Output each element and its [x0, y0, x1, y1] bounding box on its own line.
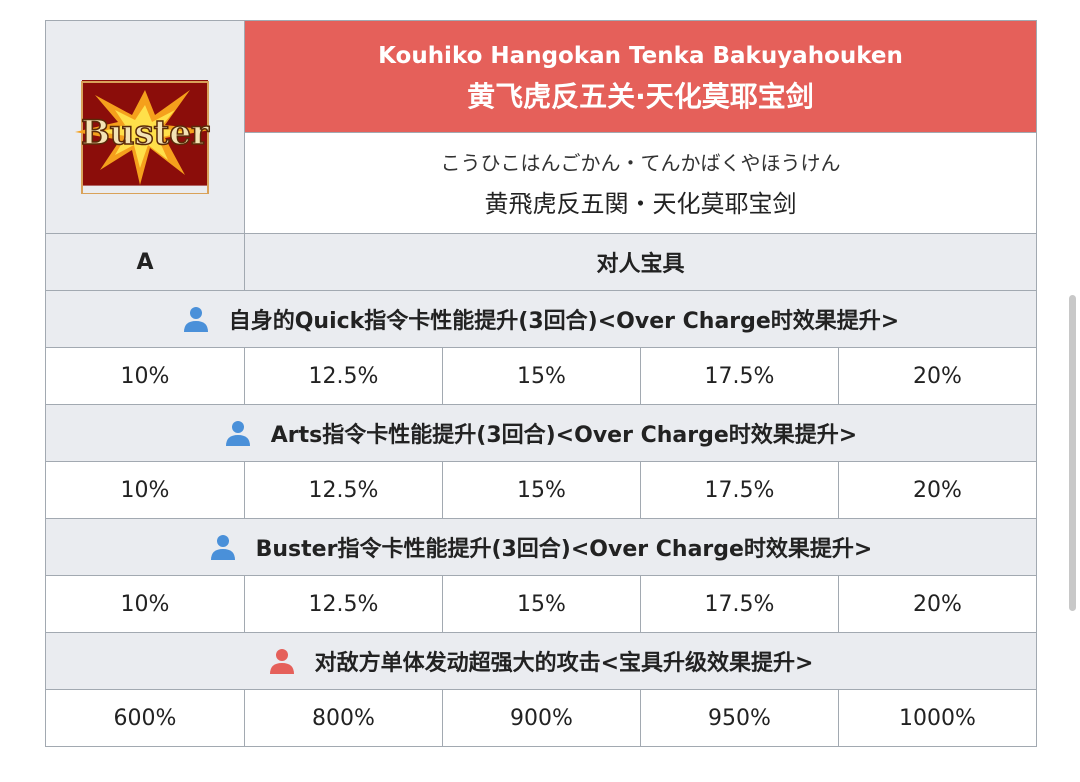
np-type: 对人宝具: [244, 233, 1037, 291]
effect-row: 自身的Quick指令卡性能提升(3回合)<Over Charge时效果提升>: [45, 290, 1037, 348]
effect-value: 17.5%: [640, 461, 839, 519]
effect-value: 800%: [244, 689, 443, 747]
np-kana: こうひこはんごかん・てんかばくやほうけん: [440, 151, 841, 175]
effect-value: 600%: [45, 689, 245, 747]
effect-value: 15%: [442, 347, 641, 405]
svg-text:Buster: Buster: [81, 113, 210, 153]
title-cell: Kouhiko Hangokan Tenka Bakuyahouken 黄飞虎反…: [244, 20, 1037, 133]
effect-value: 17.5%: [640, 575, 839, 633]
self-target-icon: [225, 420, 251, 446]
effect-values-row: 10% 12.5% 15% 17.5% 20%: [45, 575, 1037, 633]
np-chinese-name: 黄飞虎反五关·天化莫耶宝剑: [467, 79, 814, 113]
np-romaji: Kouhiko Hangokan Tenka Bakuyahouken: [378, 42, 903, 69]
effect-value: 950%: [640, 689, 839, 747]
effect-row: Arts指令卡性能提升(3回合)<Over Charge时效果提升>: [45, 404, 1037, 462]
effect-row: Buster指令卡性能提升(3回合)<Over Charge时效果提升>: [45, 518, 1037, 576]
noble-phantasm-table: Buster Kouhiko Hangokan Tenka Bakuyahouk…: [45, 20, 1037, 747]
effect-value: 10%: [45, 461, 245, 519]
effect-value: 20%: [838, 461, 1037, 519]
effect-row: 对敌方单体发动超强大的攻击<宝具升级效果提升>: [45, 632, 1037, 690]
effect-value: 20%: [838, 347, 1037, 405]
effect-label-cell: Arts指令卡性能提升(3回合)<Over Charge时效果提升>: [45, 404, 1037, 462]
effect-label: 自身的Quick指令卡性能提升(3回合)<Over Charge时效果提升>: [228, 309, 900, 334]
effect-values-row: 600% 800% 900% 950% 1000%: [45, 689, 1037, 747]
effect-values-row: 10% 12.5% 15% 17.5% 20%: [45, 347, 1037, 405]
np-japanese-name: 黄飛虎反五関・天化莫耶宝剑: [484, 190, 797, 218]
effect-label: Arts指令卡性能提升(3回合)<Over Charge时效果提升>: [270, 423, 858, 448]
self-target-icon: [210, 534, 236, 560]
np-rank: A: [45, 233, 245, 291]
effect-value: 20%: [838, 575, 1037, 633]
effect-value: 17.5%: [640, 347, 839, 405]
effect-value: 15%: [442, 575, 641, 633]
effect-label: Buster指令卡性能提升(3回合)<Over Charge时效果提升>: [255, 537, 873, 562]
effect-value: 12.5%: [244, 575, 443, 633]
japanese-cell: こうひこはんごかん・てんかばくやほうけん 黄飛虎反五関・天化莫耶宝剑: [244, 132, 1037, 234]
card-cell: Buster: [45, 20, 245, 234]
buster-card-icon: Buster: [70, 60, 220, 195]
effect-value: 1000%: [838, 689, 1037, 747]
effect-label: 对敌方单体发动超强大的攻击<宝具升级效果提升>: [314, 651, 814, 676]
effect-value: 900%: [442, 689, 641, 747]
enemy-target-icon: [269, 648, 295, 674]
effect-label-cell: 对敌方单体发动超强大的攻击<宝具升级效果提升>: [45, 632, 1037, 690]
effect-value: 12.5%: [244, 461, 443, 519]
effect-label-cell: 自身的Quick指令卡性能提升(3回合)<Over Charge时效果提升>: [45, 290, 1037, 348]
effect-value: 12.5%: [244, 347, 443, 405]
effect-values-row: 10% 12.5% 15% 17.5% 20%: [45, 461, 1037, 519]
effect-value: 10%: [45, 575, 245, 633]
effect-value: 10%: [45, 347, 245, 405]
effect-value: 15%: [442, 461, 641, 519]
scrollbar[interactable]: [1069, 295, 1076, 611]
effect-label-cell: Buster指令卡性能提升(3回合)<Over Charge时效果提升>: [45, 518, 1037, 576]
self-target-icon: [183, 306, 209, 332]
